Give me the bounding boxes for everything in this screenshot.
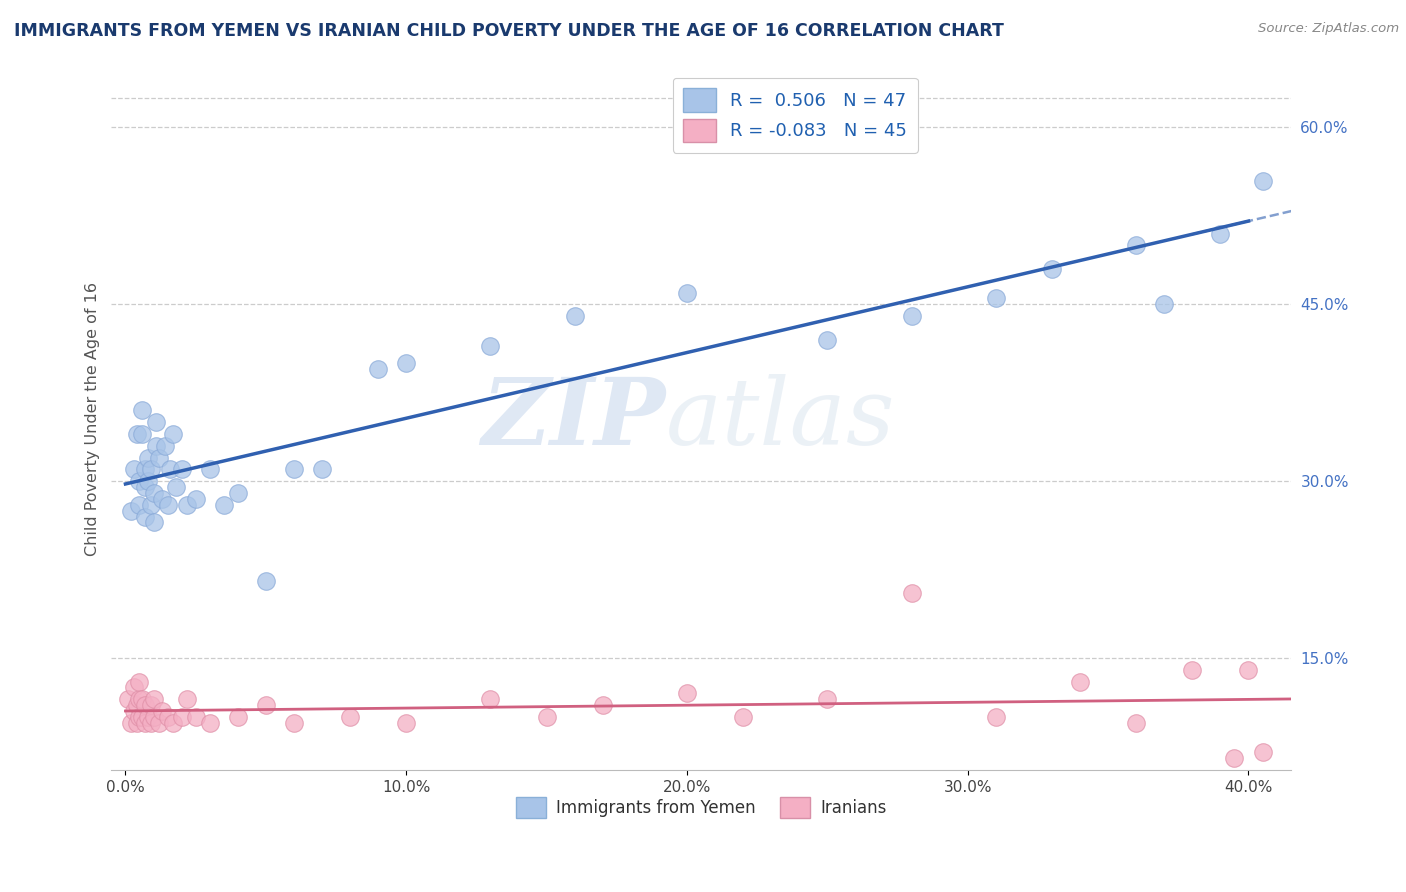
Text: Source: ZipAtlas.com: Source: ZipAtlas.com: [1258, 22, 1399, 36]
Point: [900, 586, 922, 600]
Point: [1251, 173, 1274, 187]
Point: [1040, 262, 1063, 277]
Point: [564, 309, 586, 323]
Text: atlas: atlas: [665, 375, 896, 464]
Point: [120, 715, 142, 730]
Point: [139, 498, 162, 512]
Point: [128, 674, 150, 689]
Point: [1237, 663, 1260, 677]
Point: [165, 480, 187, 494]
Point: [128, 498, 150, 512]
Point: [131, 427, 153, 442]
Point: [122, 704, 145, 718]
Point: [159, 462, 181, 476]
Point: [125, 427, 148, 442]
Point: [367, 362, 389, 376]
Point: [226, 486, 249, 500]
Point: [139, 698, 162, 713]
Point: [145, 439, 167, 453]
Point: [339, 710, 361, 724]
Point: [254, 698, 277, 713]
Point: [136, 710, 159, 724]
Point: [1125, 715, 1147, 730]
Point: [283, 715, 305, 730]
Point: [125, 698, 148, 713]
Point: [184, 491, 207, 506]
Point: [136, 474, 159, 488]
Point: [676, 686, 699, 700]
Point: [122, 462, 145, 476]
Point: [226, 710, 249, 724]
Point: [125, 715, 148, 730]
Point: [139, 715, 162, 730]
Point: [134, 715, 156, 730]
Point: [162, 715, 184, 730]
Point: [131, 692, 153, 706]
Point: [134, 698, 156, 713]
Point: [170, 710, 193, 724]
Point: [212, 498, 235, 512]
Point: [136, 450, 159, 465]
Point: [120, 503, 142, 517]
Point: [395, 356, 418, 370]
Point: [592, 698, 614, 713]
Point: [815, 692, 838, 706]
Point: [162, 427, 184, 442]
Point: [142, 710, 165, 724]
Point: [395, 715, 418, 730]
Point: [128, 474, 150, 488]
Point: [1209, 227, 1232, 241]
Point: [184, 710, 207, 724]
Point: [733, 710, 755, 724]
Point: [1181, 663, 1204, 677]
Point: [676, 285, 699, 300]
Point: [134, 509, 156, 524]
Point: [128, 710, 150, 724]
Point: [139, 462, 162, 476]
Point: [1223, 751, 1246, 765]
Point: [984, 710, 1007, 724]
Point: [142, 516, 165, 530]
Point: [148, 450, 170, 465]
Point: [131, 403, 153, 417]
Point: [283, 462, 305, 476]
Point: [150, 491, 173, 506]
Point: [536, 710, 558, 724]
Point: [198, 715, 221, 730]
Point: [984, 292, 1007, 306]
Point: [156, 710, 179, 724]
Point: [479, 692, 502, 706]
Text: ZIP: ZIP: [481, 375, 665, 464]
Point: [128, 692, 150, 706]
Point: [131, 710, 153, 724]
Point: [900, 309, 922, 323]
Point: [153, 439, 176, 453]
Point: [1153, 297, 1175, 311]
Point: [145, 415, 167, 429]
Point: [170, 462, 193, 476]
Point: [176, 692, 198, 706]
Point: [1125, 238, 1147, 252]
Point: [142, 692, 165, 706]
Point: [479, 338, 502, 352]
Point: [156, 498, 179, 512]
Point: [134, 462, 156, 476]
Point: [176, 498, 198, 512]
Point: [198, 462, 221, 476]
Point: [150, 704, 173, 718]
Legend: Immigrants from Yemen, Iranians: Immigrants from Yemen, Iranians: [509, 790, 893, 825]
Point: [311, 462, 333, 476]
Point: [148, 715, 170, 730]
Point: [815, 333, 838, 347]
Point: [1069, 674, 1091, 689]
Point: [134, 480, 156, 494]
Point: [142, 486, 165, 500]
Point: [117, 692, 139, 706]
Text: IMMIGRANTS FROM YEMEN VS IRANIAN CHILD POVERTY UNDER THE AGE OF 16 CORRELATION C: IMMIGRANTS FROM YEMEN VS IRANIAN CHILD P…: [14, 22, 1004, 40]
Point: [1251, 745, 1274, 759]
Point: [122, 681, 145, 695]
Point: [254, 574, 277, 589]
Y-axis label: Child Poverty Under the Age of 16: Child Poverty Under the Age of 16: [86, 282, 100, 557]
